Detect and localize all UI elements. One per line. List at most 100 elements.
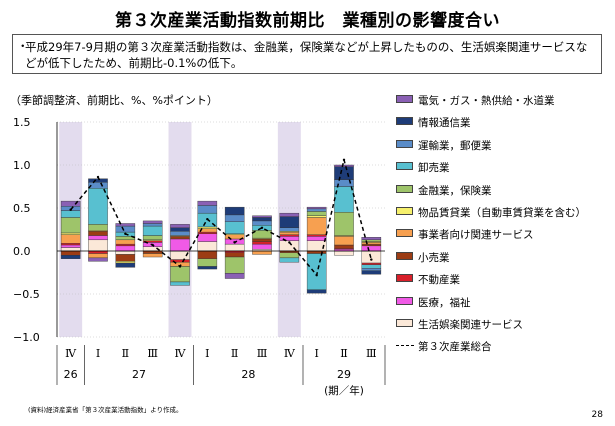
- bar-segment: [224, 206, 245, 216]
- bar-segment: [279, 212, 300, 217]
- x-tick-label: Ⅰ: [314, 347, 318, 360]
- bar-segment: [197, 250, 218, 259]
- legend-swatch: [396, 251, 413, 260]
- legend-dash: [396, 345, 414, 347]
- total-point: [260, 226, 264, 229]
- bar-segment: [334, 186, 354, 213]
- total-point: [342, 158, 346, 162]
- period-label: (期／年): [324, 384, 364, 397]
- legend-label: 生活娯楽関連サービス: [418, 319, 523, 331]
- legend-label: 卸売業: [418, 162, 450, 175]
- bar-segment: [88, 178, 108, 183]
- bar-segment: [279, 216, 300, 228]
- bar-segment: [306, 217, 327, 235]
- x-tick-label: Ⅳ: [284, 347, 296, 360]
- y-tick-label: −0.5: [13, 288, 40, 301]
- bar-segment: [115, 261, 136, 264]
- bar-segment: [197, 266, 218, 270]
- legend-label: 不動産業: [418, 274, 460, 287]
- y-tick-label: 1.0: [13, 159, 31, 172]
- bar-segment: [115, 225, 136, 233]
- bar-segment: [279, 257, 300, 263]
- total-point: [96, 175, 100, 179]
- bar-segment: [361, 243, 382, 247]
- bar-segment: [60, 210, 81, 218]
- legend-label: 物品賃貸業（自動車賃貸業を含む）: [418, 207, 586, 219]
- bar-segment: [115, 254, 136, 262]
- x-tick-label: Ⅰ: [96, 347, 100, 360]
- bar-segment: [60, 250, 81, 256]
- bar-segment: [142, 223, 163, 227]
- bar-segment: [115, 223, 136, 227]
- total-point: [69, 208, 72, 211]
- bar-segment: [334, 212, 354, 236]
- summary-bullet: ・: [17, 39, 29, 53]
- x-tick-label: Ⅳ: [175, 347, 187, 360]
- bar-segment: [197, 241, 218, 252]
- legend-label: 金融業，保険業: [418, 184, 492, 197]
- bar-segment: [334, 250, 354, 256]
- bar-segment: [60, 200, 81, 207]
- bar-segment: [361, 262, 382, 265]
- bar-segment: [197, 233, 218, 242]
- bar-segment: [60, 232, 81, 235]
- bar-segment: [170, 281, 190, 286]
- bar-segment: [306, 215, 327, 218]
- bar-segment: [170, 236, 190, 240]
- legend-label: 運輸業，郵便業: [418, 139, 492, 152]
- y-tick-label: 1.5: [13, 116, 31, 129]
- bar-segment: [334, 166, 354, 180]
- x-tick-label: Ⅲ: [366, 347, 377, 360]
- bar-segment: [279, 252, 300, 259]
- bar-segment: [306, 211, 327, 216]
- bar-segment: [142, 220, 163, 224]
- bar-segment: [252, 250, 272, 255]
- legend-swatch: [396, 207, 413, 215]
- y-tick-label: −1.0: [13, 331, 40, 344]
- total-point: [151, 243, 154, 247]
- year-label: 26: [64, 368, 78, 381]
- bar-segment: [224, 243, 245, 252]
- bar-segment: [306, 208, 327, 212]
- bar-segment: [279, 234, 300, 237]
- bar-segment: [252, 220, 272, 226]
- legend-swatch: [396, 229, 413, 238]
- bar-segment: [334, 236, 354, 246]
- x-tick-label: Ⅱ: [340, 347, 347, 360]
- bar-segment: [361, 239, 382, 242]
- year-label: 28: [241, 368, 255, 381]
- bar-segment: [334, 244, 354, 249]
- bar-segment: [142, 235, 163, 241]
- bar-segment: [306, 234, 327, 237]
- bar-segment: [197, 200, 218, 206]
- bar-segment: [88, 231, 108, 236]
- summary-text: 平成29年7-9月期の第３次産業活動指数は、金融業，保険業などが上昇したものの、…: [25, 40, 588, 70]
- bar-segment: [60, 247, 81, 252]
- bar-segment: [279, 227, 300, 232]
- bar-segment: [224, 221, 245, 234]
- x-tick-label: Ⅰ: [205, 347, 209, 360]
- bar-segment: [252, 241, 272, 245]
- bar-segment: [88, 253, 108, 259]
- bar-segment: [88, 239, 108, 252]
- total-point: [124, 232, 127, 235]
- x-tick-label: Ⅱ: [231, 347, 238, 360]
- bar-segment: [170, 224, 190, 228]
- bar-segment: [197, 205, 218, 214]
- legend-swatch: [396, 184, 413, 193]
- x-tick-label: Ⅳ: [65, 347, 77, 360]
- bar-segment: [60, 243, 81, 246]
- summary-box: ・ 平成29年7-9月期の第３次産業活動指数は、金融業，保険業などが上昇したもの…: [12, 34, 602, 74]
- legend-label: 第３次産業総合: [418, 341, 492, 354]
- legend-swatch: [396, 117, 413, 126]
- bar-segment: [88, 257, 108, 262]
- total-point: [288, 241, 291, 244]
- bar-segment: [279, 231, 300, 235]
- legend-swatch: [396, 95, 413, 103]
- bar-segment: [88, 181, 108, 189]
- legend-label: 電気・ガス・熱供給・水道業: [418, 95, 555, 107]
- legend-label: 情報通信業: [418, 117, 471, 130]
- bar-segment: [361, 237, 382, 241]
- bar-segment: [115, 262, 136, 268]
